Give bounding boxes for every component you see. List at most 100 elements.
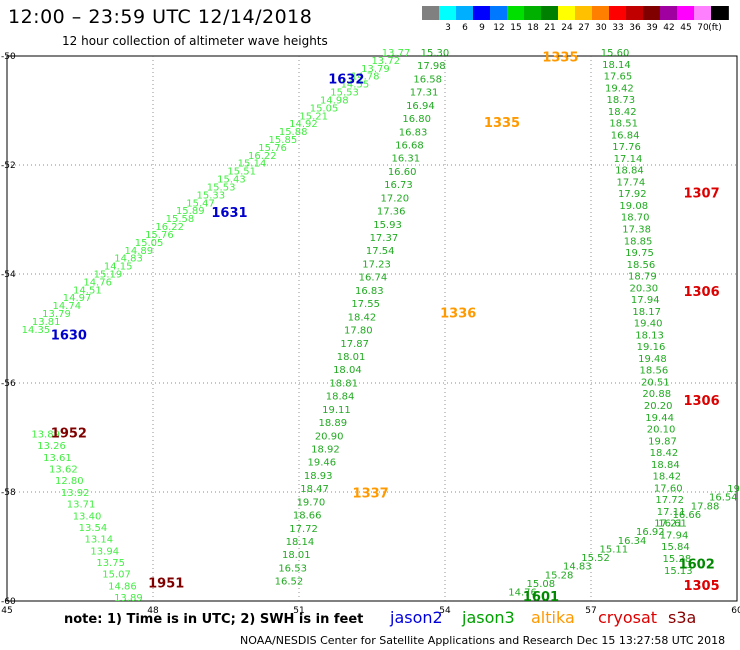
wave-height-label: 15.53	[207, 182, 236, 193]
wave-height-label: 17.76	[612, 142, 641, 153]
wave-height-label: 17.94	[631, 295, 660, 306]
wave-height-label: 18.84	[615, 166, 644, 177]
wave-height-label: 20.10	[647, 425, 676, 436]
wave-height-label: 18.84	[326, 392, 355, 403]
legend-jason2: jason2	[390, 608, 443, 627]
scale-swatch	[507, 6, 525, 20]
scale-swatch	[541, 6, 559, 20]
scale-label: 45	[680, 23, 692, 33]
wave-height-label: 15.07	[102, 570, 131, 581]
wave-height-label: 13.79	[361, 64, 390, 75]
wave-height-label: 13.79	[42, 309, 71, 320]
scale-swatch	[609, 6, 627, 20]
wave-height-label: 13.94	[90, 546, 119, 557]
wave-height-label: 19.75	[625, 248, 654, 259]
scale-swatch	[439, 6, 457, 20]
wave-height-label: 17.21	[654, 519, 683, 530]
wave-height-label: 16.73	[384, 180, 413, 191]
wave-height-label: 18.01	[337, 352, 366, 363]
credits-footer: NOAA/NESDIS Center for Satellite Applica…	[240, 634, 726, 647]
wave-height-label: 18.42	[608, 107, 637, 118]
wave-height-label: 13.75	[96, 558, 125, 569]
wave-height-label: 20.20	[644, 401, 673, 412]
scale-swatch	[711, 6, 729, 20]
wave-height-label: 15.11	[600, 544, 629, 555]
time-label: 1951	[148, 576, 184, 591]
footnote: note: 1) Time is in UTC; 2) SWH is in fe…	[64, 612, 364, 627]
time-label: 1306	[683, 394, 719, 409]
scale-swatch	[694, 6, 712, 20]
scale-label: 70	[697, 23, 709, 33]
wave-height-label: 16.84	[611, 130, 640, 141]
wave-height-label: 16.68	[395, 141, 424, 152]
scale-swatch	[626, 6, 644, 20]
wave-height-label: 13.92	[61, 488, 90, 499]
wave-height-label: 14.76	[508, 588, 537, 599]
wave-height-label: 14.55	[341, 80, 370, 91]
scale-label: 12	[493, 23, 505, 33]
wave-height-label: 18.92	[311, 444, 340, 455]
wave-height-label: 18.56	[640, 366, 669, 377]
wave-height-label: 17.20	[381, 193, 410, 204]
wave-height-label: 18.14	[286, 537, 315, 548]
wave-height-label: 19.16	[637, 342, 666, 353]
x-tick-label: 51	[293, 606, 304, 616]
wave-height-label: 20.90	[315, 431, 344, 442]
wave-height-label: 15.08	[527, 579, 556, 590]
wave-height-label: 14.78	[351, 72, 380, 83]
wave-height-label: 15.53	[330, 88, 359, 99]
wave-height-label: 20.51	[641, 377, 670, 388]
wave-height-label: 15.05	[310, 103, 339, 114]
wave-height-label: 15.33	[197, 190, 226, 201]
wave-height-label: 13.61	[43, 453, 72, 464]
wave-height-label: 12.80	[55, 476, 84, 487]
wave-height-label: 19.46	[308, 458, 337, 469]
y-tick-label: -50	[1, 52, 16, 62]
wave-height-label: 14.74	[52, 301, 81, 312]
wave-height-label: 15.21	[299, 111, 328, 122]
scale-label: 3	[445, 23, 451, 33]
time-label: 1305	[683, 579, 719, 594]
wave-height-label: 18.70	[621, 213, 650, 224]
x-tick-label: 54	[439, 606, 451, 616]
scale-swatch	[592, 6, 610, 20]
wave-height-label: 15.19	[94, 269, 123, 280]
wave-height-label: 18.14	[602, 60, 631, 71]
wave-height-label: 20.30	[629, 283, 658, 294]
wave-height-label: 15.05	[135, 238, 164, 249]
map-subtitle: 12 hour collection of altimeter wave hei…	[62, 34, 328, 48]
wave-height-label: 17.38	[622, 225, 651, 236]
time-label: 1601	[523, 590, 559, 605]
time-label: 1602	[679, 557, 715, 572]
wave-height-label: 13.72	[371, 56, 400, 67]
wave-height-label: 16.22	[155, 222, 184, 233]
time-label: 1632	[328, 72, 364, 87]
wave-height-label: 18.93	[304, 471, 333, 482]
wave-height-label: 17.74	[617, 177, 646, 188]
wave-height-label: 13.89	[31, 430, 60, 441]
wave-height-label: 14.97	[63, 293, 92, 304]
scale-label: 6	[462, 23, 468, 33]
scale-swatch	[575, 6, 593, 20]
legend-s3a: s3a	[668, 608, 697, 627]
wave-height-label: 13.62	[49, 465, 78, 476]
wave-height-label: 17.65	[604, 72, 633, 83]
wave-height-label: 15.84	[661, 542, 690, 553]
wave-height-label: 19.08	[619, 201, 648, 212]
wave-height-label: 18.47	[300, 484, 329, 495]
wave-height-label: 17.60	[654, 483, 683, 494]
x-tick-label: 45	[1, 606, 12, 616]
wave-height-label: 15.28	[545, 570, 574, 581]
wave-height-label: 15.14	[238, 159, 267, 170]
wave-height-label: 16.83	[399, 127, 428, 138]
scale-label: 27	[578, 23, 590, 33]
scale-swatch	[422, 6, 440, 20]
time-label: 1337	[353, 486, 389, 501]
wave-height-label: 16.60	[388, 167, 417, 178]
wave-height-label: 17.23	[362, 259, 391, 270]
wave-height-label: 19.11	[322, 405, 351, 416]
scale-label: 18	[527, 23, 539, 33]
wave-height-label: 18.89	[318, 418, 347, 429]
wave-height-label: 19.44	[645, 413, 674, 424]
scale-label: 15	[510, 23, 522, 33]
